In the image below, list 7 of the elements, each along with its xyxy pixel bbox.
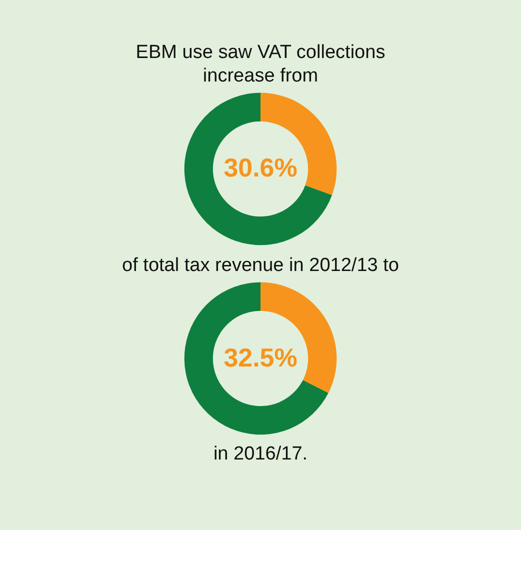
chart-title: of total tax revenue in 2012/13 to <box>122 255 399 276</box>
chart-title: EBM use saw VAT collections increase from <box>136 42 386 87</box>
text: 32.5% <box>224 342 298 372</box>
donut-slice <box>184 282 328 435</box>
text: in 2016/17. <box>213 444 308 465</box>
donut-slice <box>184 92 332 245</box>
text: 30.6% <box>224 152 298 183</box>
